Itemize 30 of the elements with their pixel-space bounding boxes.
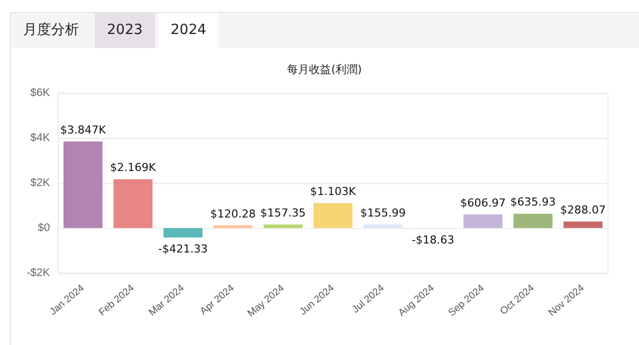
data-label: $606.97 — [460, 196, 506, 210]
bar — [314, 203, 352, 228]
data-label: -$18.63 — [412, 233, 454, 246]
bar — [64, 141, 102, 228]
bar — [564, 222, 602, 228]
bar — [114, 179, 152, 228]
data-label: $155.99 — [360, 206, 406, 220]
chart-title: 每月收益(利潤) — [287, 63, 362, 76]
y-tick-label: $0 — [38, 222, 50, 234]
bar — [514, 214, 552, 228]
y-tick-label: $4K — [30, 132, 51, 144]
data-label: $3.847K — [60, 123, 107, 136]
y-tick-label: $6K — [30, 87, 51, 99]
text: 月度分析 — [22, 21, 80, 40]
bar — [264, 224, 302, 228]
bar — [164, 228, 202, 238]
data-label: $635.93 — [510, 196, 556, 209]
data-label: $120.28 — [210, 207, 256, 220]
data-label: $2.169K — [110, 161, 157, 174]
bar — [464, 214, 502, 228]
data-label: $1.103K — [310, 185, 357, 198]
text: 2024 — [158, 13, 218, 48]
data-label: $157.35 — [260, 206, 306, 220]
y-tick-label: $2K — [30, 177, 51, 189]
bar — [214, 225, 252, 228]
y-tick-label: -$2K — [26, 267, 51, 279]
data-label: $288.07 — [560, 204, 606, 217]
text: 2023 — [95, 13, 155, 48]
bar — [364, 224, 402, 228]
data-label: -$421.33 — [158, 242, 208, 256]
